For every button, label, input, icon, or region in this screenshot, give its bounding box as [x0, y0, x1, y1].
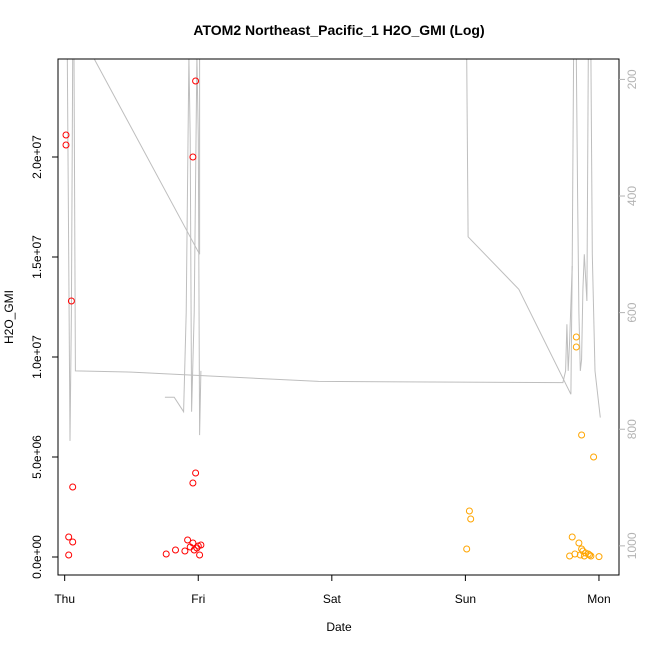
y-tick-label: 5.0e+06 [30, 435, 44, 479]
y-tick-label: 1.0e+07 [30, 335, 44, 379]
y-tick-label: 0.0e+00 [30, 535, 44, 579]
y2-tick-label: 200 [625, 69, 639, 89]
data-point [576, 551, 584, 559]
data-point [578, 431, 586, 439]
data-point [65, 551, 73, 559]
data-point [572, 343, 580, 351]
data-point [595, 553, 603, 561]
data-point [162, 550, 170, 558]
data-point [192, 77, 200, 85]
data-point [189, 153, 197, 161]
pressure-line-segment [466, 59, 573, 395]
x-axis-label: Date [326, 620, 352, 634]
pressure-line-layer [66, 59, 601, 441]
data-point [586, 551, 594, 559]
data-point [172, 546, 179, 554]
data-point [566, 552, 574, 560]
data-point [590, 453, 598, 461]
data-point [181, 547, 189, 555]
x-tick-label: Sun [455, 592, 476, 606]
y-axis: 0.0e+00 5.0e+06 1.0e+07 1.5e+07 2.0e+07 [30, 135, 58, 579]
data-point [465, 507, 473, 515]
y2-axis: 200 400 600 800 1000 [619, 69, 639, 559]
data-point [189, 539, 197, 547]
data-point [197, 541, 205, 549]
chart-title: ATOM2 Northeast_Pacific_1 H2O_GMI (Log) [193, 22, 484, 38]
data-point [69, 538, 77, 546]
y-axis-label: H2O_GMI [2, 290, 16, 344]
points-layer [62, 77, 603, 561]
x-axis: Thu Fri Sat Sun Mon [54, 574, 611, 606]
data-point [184, 536, 192, 544]
y2-tick-label: 800 [625, 419, 639, 439]
y2-tick-label: 600 [625, 302, 639, 322]
data-point [196, 551, 204, 559]
data-point [467, 515, 475, 523]
x-tick-label: Fri [191, 592, 205, 606]
data-point [580, 552, 588, 560]
x-tick-label: Mon [587, 592, 610, 606]
y2-tick-label: 1000 [625, 532, 639, 559]
y-tick-label: 2.0e+07 [30, 135, 44, 179]
x-tick-label: Thu [54, 592, 75, 606]
data-point [69, 483, 77, 491]
data-point [568, 533, 576, 541]
data-point [62, 141, 70, 149]
y-tick-label: 1.5e+07 [30, 235, 44, 279]
data-point [67, 297, 75, 305]
pressure-line-segment [164, 59, 202, 436]
pressure-line-segment [93, 59, 201, 255]
pressure-line-segment [73, 59, 575, 384]
data-point [575, 539, 583, 547]
x-tick-label: Sat [323, 592, 342, 606]
data-point [192, 469, 200, 477]
data-point [587, 552, 595, 560]
pressure-line-segment [66, 59, 74, 441]
data-point [62, 131, 70, 139]
data-point [65, 533, 73, 541]
y2-tick-label: 400 [625, 186, 639, 206]
data-point [463, 545, 471, 553]
data-point [572, 333, 580, 341]
data-point [189, 479, 197, 487]
pressure-line-segment [575, 59, 601, 418]
